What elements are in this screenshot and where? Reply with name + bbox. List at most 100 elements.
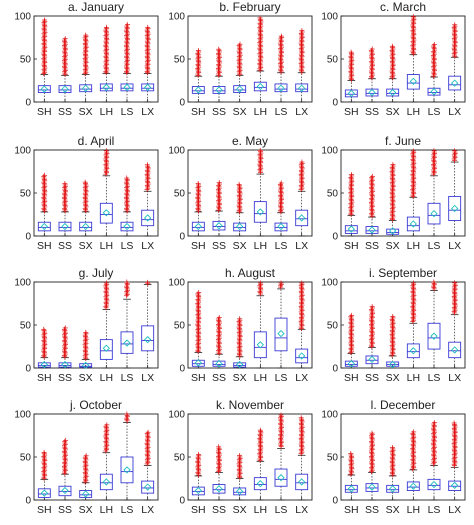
iqr-box bbox=[37, 221, 51, 232]
y-tick-label: 50 bbox=[174, 55, 186, 66]
outliers bbox=[124, 411, 130, 424]
outliers bbox=[103, 422, 110, 454]
plot-frame bbox=[33, 281, 159, 369]
x-tick-label: SX bbox=[233, 504, 247, 516]
box-SX: SX bbox=[233, 41, 247, 118]
x-tick-label: SS bbox=[212, 372, 226, 384]
x-tick-label: SS bbox=[365, 372, 379, 384]
outliers bbox=[61, 36, 69, 77]
panel-title: g. July bbox=[79, 266, 114, 280]
mean-marker bbox=[256, 341, 264, 349]
iqr-box bbox=[427, 322, 441, 350]
outliers bbox=[389, 43, 396, 81]
mean-marker bbox=[82, 84, 90, 92]
y-tick-label: 50 bbox=[20, 55, 32, 66]
mean-marker bbox=[82, 490, 90, 498]
iqr-box bbox=[99, 473, 113, 491]
x-tick-label: LH bbox=[254, 106, 267, 118]
y-tick-label: 100 bbox=[321, 12, 338, 23]
panel-title: i. September bbox=[369, 266, 437, 280]
mean-marker bbox=[40, 489, 48, 497]
panel-6: f. June 0 50 100 SH SS SX LH LS LX bbox=[321, 134, 466, 252]
x-tick-label: SS bbox=[212, 504, 226, 516]
box-SH: SH bbox=[37, 172, 52, 252]
mean-marker bbox=[102, 478, 110, 486]
outliers bbox=[103, 148, 110, 177]
iqr-box bbox=[120, 331, 134, 354]
box-SS: SS bbox=[58, 325, 72, 384]
mean-marker bbox=[368, 226, 376, 234]
plot-frame bbox=[187, 413, 313, 501]
x-tick-label: SH bbox=[191, 106, 206, 118]
outliers bbox=[298, 280, 305, 331]
mean-marker bbox=[40, 85, 48, 93]
x-tick-label: LH bbox=[254, 372, 267, 384]
mean-marker bbox=[61, 486, 69, 495]
outliers bbox=[410, 429, 417, 472]
outliers bbox=[61, 325, 69, 360]
y-tick-label: 50 bbox=[327, 321, 339, 332]
x-tick-label: LX bbox=[295, 504, 308, 516]
iqr-box bbox=[120, 456, 134, 484]
box-SS: SS bbox=[212, 180, 226, 252]
x-tick-label: SH bbox=[344, 106, 359, 118]
mean-marker bbox=[215, 222, 223, 230]
x-tick-label: LX bbox=[448, 240, 461, 252]
box-LS: LS bbox=[427, 42, 441, 118]
box-SX: SX bbox=[79, 453, 93, 516]
outliers bbox=[215, 315, 223, 356]
x-tick-label: SX bbox=[233, 106, 247, 118]
outliers bbox=[431, 279, 437, 292]
box-SH: SH bbox=[344, 312, 359, 384]
panel-10: j. October 0 50 100 SH SS SX LH LS LX bbox=[14, 398, 159, 516]
box-LH: LH bbox=[100, 422, 113, 516]
panel-3: c. March 0 50 100 SH SS SX LH LS LX bbox=[321, 0, 466, 118]
outliers bbox=[430, 420, 438, 467]
panel-title: e. May bbox=[232, 134, 268, 148]
mean-marker bbox=[123, 339, 131, 347]
mean-marker bbox=[236, 222, 244, 231]
y-tick-label: 50 bbox=[20, 189, 32, 200]
box-SX: SX bbox=[386, 445, 400, 516]
iqr-box bbox=[406, 216, 420, 232]
x-tick-label: LS bbox=[275, 504, 288, 516]
panel-title: a. January bbox=[68, 0, 124, 14]
x-tick-label: SS bbox=[212, 240, 226, 252]
iqr-box bbox=[253, 331, 267, 359]
outliers bbox=[145, 279, 151, 287]
x-tick-label: SX bbox=[233, 240, 247, 252]
x-tick-label: LS bbox=[275, 240, 288, 252]
x-tick-label: SX bbox=[386, 504, 400, 516]
x-tick-label: LS bbox=[121, 240, 134, 252]
panel-4: d. April 0 50 100 SH SS SX LH LS LX bbox=[14, 134, 159, 252]
box-LX: LX bbox=[448, 280, 462, 384]
x-tick-label: LH bbox=[100, 372, 113, 384]
panel-8: h. August 0 50 100 SH SS SX LH LS LX bbox=[168, 266, 313, 384]
x-tick-label: LX bbox=[448, 372, 461, 384]
mean-marker bbox=[368, 355, 376, 364]
outliers bbox=[257, 15, 264, 73]
outliers bbox=[41, 449, 48, 481]
outliers bbox=[410, 280, 417, 325]
outliers bbox=[195, 48, 202, 78]
mean-marker bbox=[430, 88, 438, 96]
outliers bbox=[277, 180, 285, 215]
outliers bbox=[348, 312, 355, 356]
x-tick-label: SX bbox=[386, 240, 400, 252]
y-tick-label: 50 bbox=[20, 321, 32, 332]
outliers bbox=[41, 326, 48, 360]
mean-marker bbox=[451, 481, 459, 490]
mean-marker bbox=[194, 86, 202, 94]
outliers bbox=[61, 437, 69, 476]
y-tick-label: 100 bbox=[14, 278, 31, 289]
outliers bbox=[103, 24, 110, 76]
outliers bbox=[451, 22, 458, 59]
y-tick-label: 0 bbox=[332, 98, 338, 109]
box-SH: SH bbox=[191, 451, 206, 516]
box-SX: SX bbox=[233, 453, 247, 516]
y-tick-label: 0 bbox=[332, 232, 338, 243]
box-LS: LS bbox=[120, 411, 134, 516]
mean-marker bbox=[82, 361, 90, 370]
y-tick-label: 100 bbox=[168, 278, 185, 289]
x-tick-label: SH bbox=[191, 240, 206, 252]
